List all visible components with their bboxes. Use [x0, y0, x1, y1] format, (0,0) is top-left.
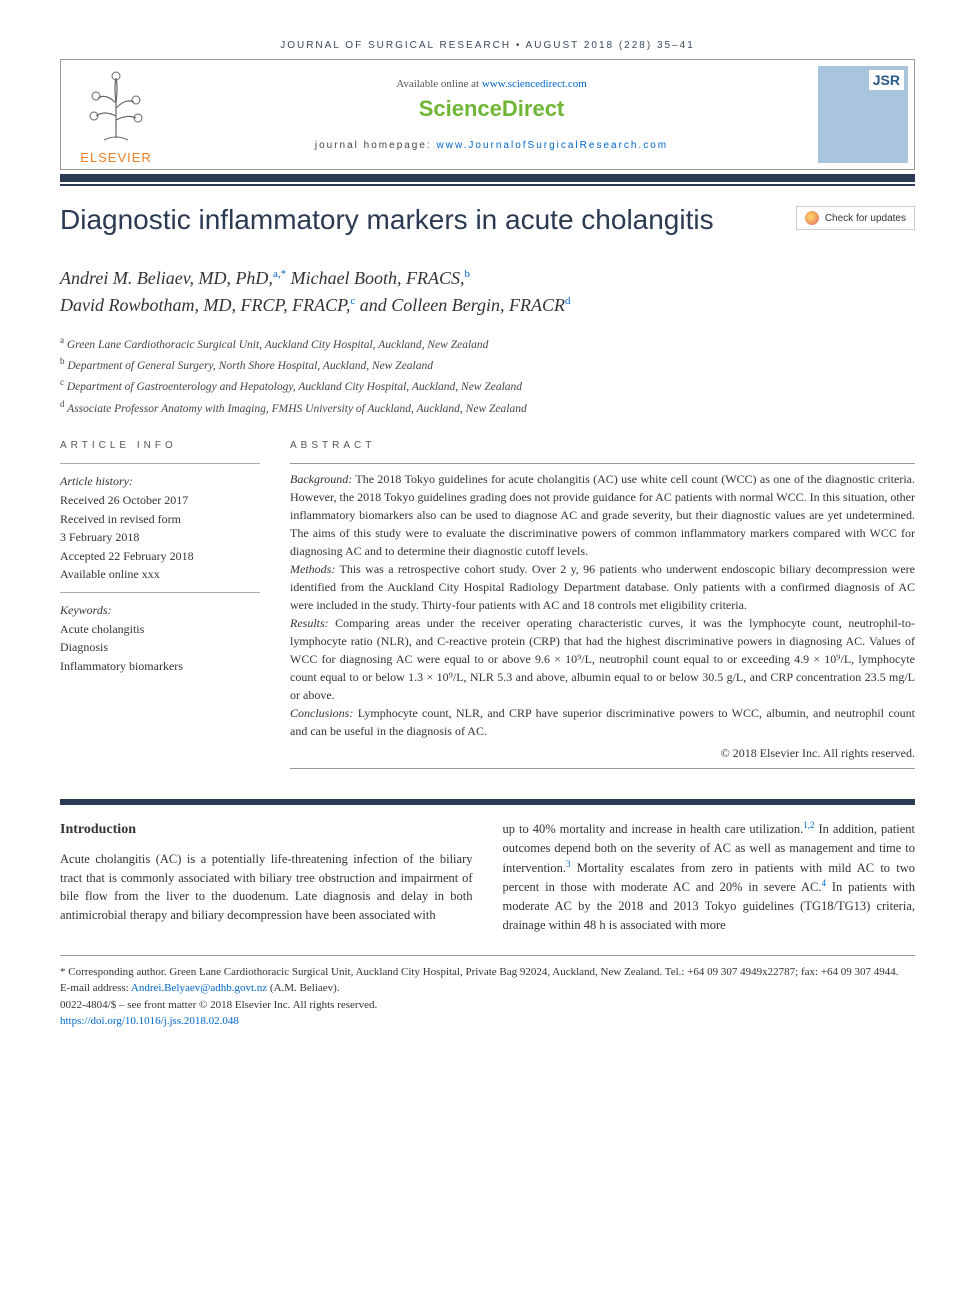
- keywords-label: Keywords:: [60, 603, 112, 617]
- abstract-results-label: Results:: [290, 616, 329, 630]
- article-info-head: ARTICLE INFO: [60, 438, 260, 454]
- crossmark-icon: [805, 211, 819, 225]
- author-affil-link[interactable]: c: [350, 295, 355, 307]
- history-line: 3 February 2018: [60, 528, 260, 547]
- abstract-conclusions-text: Lymphocyte count, NLR, and CRP have supe…: [290, 706, 915, 738]
- doi-link[interactable]: https://doi.org/10.1016/j.jss.2018.02.04…: [60, 1015, 239, 1027]
- affiliation-line: a Green Lane Cardiothoracic Surgical Uni…: [60, 333, 915, 354]
- affiliation-line: c Department of Gastroenterology and Hep…: [60, 375, 915, 396]
- abstract-head: ABSTRACT: [290, 438, 915, 453]
- history-label: Article history:: [60, 474, 133, 488]
- elsevier-logo-block: ELSEVIER: [61, 60, 171, 169]
- email-label: E-mail address:: [60, 982, 131, 994]
- affiliation-line: d Associate Professor Anatomy with Imagi…: [60, 397, 915, 418]
- elsevier-tree-icon: [76, 68, 156, 148]
- abstract-conclusions: Conclusions: Lymphocyte count, NLR, and …: [290, 704, 915, 740]
- author-name: and Colleen Bergin, FRACR: [360, 295, 565, 315]
- abstract-column: ABSTRACT Background: The 2018 Tokyo guid…: [290, 438, 915, 775]
- keyword: Diagnosis: [60, 638, 260, 657]
- masthead-center: Available online at www.sciencedirect.co…: [171, 60, 812, 169]
- affiliations: a Green Lane Cardiothoracic Surgical Uni…: [60, 333, 915, 418]
- elsevier-label: ELSEVIER: [80, 150, 152, 165]
- article-info-column: ARTICLE INFO Article history: Received 2…: [60, 438, 260, 775]
- journal-cover-label: JSR: [869, 70, 904, 90]
- author-email-link[interactable]: Andrei.Belyaev@adhb.govt.nz: [131, 982, 267, 994]
- available-online-line: Available online at www.sciencedirect.co…: [396, 78, 587, 90]
- affiliation-line: b Department of General Surgery, North S…: [60, 354, 915, 375]
- author-name: Michael Booth, FRACS,: [291, 268, 465, 288]
- affil-text: Department of General Surgery, North Sho…: [67, 360, 433, 372]
- affil-sup: d: [60, 399, 65, 409]
- homepage-link[interactable]: www.JournalofSurgicalResearch.com: [437, 140, 669, 151]
- section-rule: [60, 799, 915, 805]
- abstract-background: Background: The 2018 Tokyo guidelines fo…: [290, 470, 915, 560]
- check-updates-button[interactable]: Check for updates: [796, 206, 915, 230]
- homepage-label: journal homepage:: [315, 140, 437, 151]
- email-suffix: (A.M. Beliaev).: [267, 982, 339, 994]
- affil-text: Department of Gastroenterology and Hepat…: [67, 381, 522, 393]
- abstract-methods-text: This was a retrospective cohort study. O…: [290, 562, 915, 612]
- abstract-background-label: Background:: [290, 472, 352, 486]
- keyword: Inflammatory biomarkers: [60, 657, 260, 676]
- sciencedirect-link[interactable]: www.sciencedirect.com: [482, 78, 587, 90]
- intro-paragraph: up to 40% mortality and increase in heal…: [503, 819, 916, 935]
- footnotes: * Corresponding author. Green Lane Cardi…: [60, 955, 915, 1030]
- body-columns: Introduction Acute cholangitis (AC) is a…: [60, 819, 915, 935]
- author-affil-link[interactable]: b: [465, 268, 471, 280]
- abstract-methods-label: Methods:: [290, 562, 335, 576]
- email-line: E-mail address: Andrei.Belyaev@adhb.govt…: [60, 980, 915, 997]
- body-col-left: Introduction Acute cholangitis (AC) is a…: [60, 819, 473, 935]
- intro-paragraph: Acute cholangitis (AC) is a potentially …: [60, 850, 473, 925]
- available-text: Available online at: [396, 78, 482, 90]
- introduction-heading: Introduction: [60, 819, 473, 840]
- affil-text: Associate Professor Anatomy with Imaging…: [67, 402, 527, 414]
- abstract-results-text: Comparing areas under the receiver opera…: [290, 616, 915, 702]
- author-affil-link[interactable]: a,*: [273, 268, 286, 280]
- affil-sup: b: [60, 356, 65, 366]
- journal-header: JOURNAL OF SURGICAL RESEARCH • AUGUST 20…: [60, 40, 915, 51]
- abstract-methods: Methods: This was a retrospective cohort…: [290, 560, 915, 614]
- homepage-line: journal homepage: www.JournalofSurgicalR…: [315, 140, 668, 151]
- intro-text: up to 40% mortality and increase in heal…: [503, 822, 804, 836]
- abstract-results: Results: Comparing areas under the recei…: [290, 614, 915, 704]
- citation-ref[interactable]: 1,2: [803, 820, 814, 830]
- author-name: David Rowbotham, MD, FRCP, FRACP,: [60, 295, 350, 315]
- authors-line: Andrei M. Beliaev, MD, PhD,a,* Michael B…: [60, 265, 915, 319]
- author-affil-link[interactable]: d: [565, 295, 571, 307]
- affil-sup: a: [60, 335, 64, 345]
- journal-cover: JSR: [818, 66, 908, 163]
- keyword: Acute cholangitis: [60, 620, 260, 639]
- history-line: Available online xxx: [60, 565, 260, 584]
- affil-text: Green Lane Cardiothoracic Surgical Unit,…: [67, 339, 489, 351]
- corresponding-author: * Corresponding author. Green Lane Cardi…: [60, 964, 915, 981]
- rule-thin: [60, 184, 915, 186]
- body-col-right: up to 40% mortality and increase in heal…: [503, 819, 916, 935]
- check-updates-label: Check for updates: [825, 213, 906, 224]
- abstract-background-text: The 2018 Tokyo guidelines for acute chol…: [290, 472, 915, 558]
- issn-line: 0022-4804/$ – see front matter © 2018 El…: [60, 997, 915, 1014]
- abstract-copyright: © 2018 Elsevier Inc. All rights reserved…: [290, 744, 915, 762]
- masthead-box: ELSEVIER Available online at www.science…: [60, 59, 915, 170]
- author-name: Andrei M. Beliaev, MD, PhD,: [60, 268, 273, 288]
- rule-thick: [60, 174, 915, 182]
- abstract-conclusions-label: Conclusions:: [290, 706, 353, 720]
- history-line: Received 26 October 2017: [60, 491, 260, 510]
- article-title: Diagnostic inflammatory markers in acute…: [60, 202, 780, 237]
- history-line: Received in revised form: [60, 510, 260, 529]
- affil-sup: c: [60, 377, 64, 387]
- history-line: Accepted 22 February 2018: [60, 547, 260, 566]
- sciencedirect-logo: ScienceDirect: [419, 96, 565, 122]
